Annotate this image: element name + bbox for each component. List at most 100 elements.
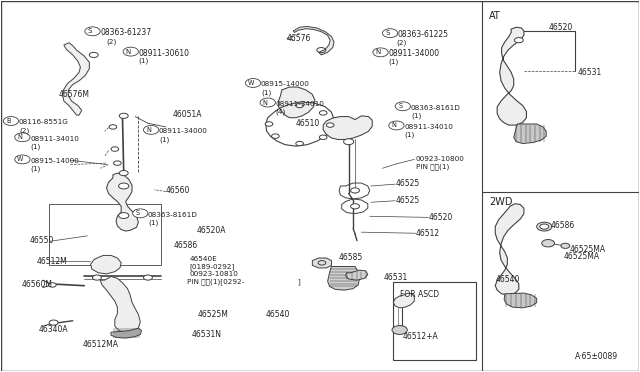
Polygon shape bbox=[346, 270, 368, 280]
Circle shape bbox=[118, 212, 129, 218]
Text: 46540: 46540 bbox=[495, 275, 520, 283]
Polygon shape bbox=[504, 293, 537, 308]
Text: N: N bbox=[146, 127, 151, 133]
Text: 08915-14000: 08915-14000 bbox=[260, 81, 310, 87]
Circle shape bbox=[351, 204, 360, 209]
Circle shape bbox=[15, 133, 30, 142]
Bar bbox=[394, 282, 476, 359]
Text: 08116-8551G: 08116-8551G bbox=[19, 119, 68, 125]
Circle shape bbox=[326, 123, 334, 127]
Bar bbox=[49, 205, 161, 265]
Polygon shape bbox=[106, 173, 138, 231]
Text: S: S bbox=[88, 28, 92, 34]
Text: FOR ASCD: FOR ASCD bbox=[399, 291, 439, 299]
Polygon shape bbox=[91, 256, 121, 274]
Text: (1): (1) bbox=[404, 132, 414, 138]
Circle shape bbox=[85, 27, 100, 36]
Text: (2): (2) bbox=[106, 39, 116, 45]
Text: 08911-34010: 08911-34010 bbox=[30, 136, 79, 142]
Text: (1): (1) bbox=[159, 136, 170, 143]
Text: 46586: 46586 bbox=[550, 221, 575, 230]
Text: 46525M: 46525M bbox=[198, 310, 228, 319]
Text: 46512+A: 46512+A bbox=[403, 332, 438, 341]
Polygon shape bbox=[394, 293, 414, 308]
Text: 46531N: 46531N bbox=[191, 330, 221, 339]
Text: W: W bbox=[247, 80, 253, 86]
Text: 08363-61237: 08363-61237 bbox=[100, 28, 151, 37]
Text: 46550: 46550 bbox=[30, 236, 54, 245]
Text: S: S bbox=[385, 30, 390, 36]
Circle shape bbox=[246, 78, 260, 87]
Circle shape bbox=[119, 170, 128, 176]
Circle shape bbox=[392, 326, 407, 334]
Text: N: N bbox=[376, 49, 381, 55]
Polygon shape bbox=[497, 27, 527, 125]
Text: 46540: 46540 bbox=[266, 310, 290, 319]
Text: (1): (1) bbox=[261, 89, 271, 96]
Circle shape bbox=[537, 222, 552, 231]
Polygon shape bbox=[111, 328, 141, 338]
Polygon shape bbox=[495, 204, 524, 295]
Text: 46512M: 46512M bbox=[36, 257, 67, 266]
Text: 46340A: 46340A bbox=[38, 325, 68, 334]
Circle shape bbox=[49, 320, 58, 325]
Text: 08363-8161D: 08363-8161D bbox=[410, 105, 460, 111]
Text: N: N bbox=[263, 100, 268, 106]
Circle shape bbox=[143, 125, 159, 134]
Circle shape bbox=[15, 155, 30, 164]
Polygon shape bbox=[63, 43, 90, 115]
Text: (2): (2) bbox=[19, 127, 29, 134]
Polygon shape bbox=[514, 124, 546, 144]
Polygon shape bbox=[312, 258, 332, 268]
Text: (1): (1) bbox=[138, 58, 148, 64]
Text: 2WD: 2WD bbox=[489, 196, 513, 206]
Polygon shape bbox=[100, 276, 140, 333]
Text: 08911-34010: 08911-34010 bbox=[404, 124, 453, 130]
Circle shape bbox=[265, 122, 273, 126]
Text: (1): (1) bbox=[30, 144, 40, 150]
Circle shape bbox=[344, 139, 354, 145]
Text: S: S bbox=[398, 103, 403, 109]
Text: 46520: 46520 bbox=[428, 213, 452, 222]
Text: (1): (1) bbox=[148, 220, 158, 226]
Text: [0189-0292]: [0189-0292] bbox=[189, 263, 235, 270]
Text: 08915-14000: 08915-14000 bbox=[30, 158, 79, 164]
Text: 08911-30610: 08911-30610 bbox=[138, 49, 189, 58]
Circle shape bbox=[395, 102, 410, 111]
Circle shape bbox=[143, 275, 152, 280]
Text: 46525MA: 46525MA bbox=[570, 245, 606, 254]
Text: 00923-10800: 00923-10800 bbox=[415, 156, 465, 163]
Text: ]: ] bbox=[298, 278, 300, 285]
Circle shape bbox=[3, 116, 19, 125]
Circle shape bbox=[351, 188, 360, 193]
Circle shape bbox=[383, 29, 397, 38]
Text: 08911-34000: 08911-34000 bbox=[388, 49, 439, 58]
Text: N: N bbox=[392, 122, 396, 128]
Circle shape bbox=[49, 283, 56, 287]
Text: (4): (4) bbox=[275, 109, 285, 115]
Text: (1): (1) bbox=[411, 113, 421, 119]
Circle shape bbox=[132, 209, 148, 218]
Text: AT: AT bbox=[489, 11, 500, 21]
Text: 46540E: 46540E bbox=[189, 256, 217, 262]
Circle shape bbox=[296, 103, 303, 108]
Text: (1): (1) bbox=[30, 166, 40, 172]
Circle shape bbox=[118, 183, 129, 189]
Circle shape bbox=[296, 141, 303, 146]
Text: 46531: 46531 bbox=[578, 68, 602, 77]
Circle shape bbox=[119, 113, 128, 118]
Circle shape bbox=[93, 275, 101, 280]
Text: PIN ピン(1): PIN ピン(1) bbox=[415, 164, 449, 170]
Text: 46531: 46531 bbox=[384, 273, 408, 282]
Circle shape bbox=[373, 48, 388, 57]
Circle shape bbox=[123, 47, 138, 56]
Circle shape bbox=[109, 125, 116, 129]
Text: 46520A: 46520A bbox=[197, 226, 227, 235]
Circle shape bbox=[90, 52, 99, 58]
Text: 46576M: 46576M bbox=[59, 90, 90, 99]
Text: W: W bbox=[17, 156, 23, 163]
Text: 00923-10810: 00923-10810 bbox=[189, 271, 238, 277]
Text: B: B bbox=[6, 118, 11, 124]
Text: 46510: 46510 bbox=[296, 119, 320, 128]
Circle shape bbox=[515, 38, 524, 43]
